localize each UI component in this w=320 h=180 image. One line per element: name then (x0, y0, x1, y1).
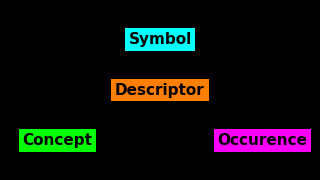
Text: Concept: Concept (23, 133, 92, 148)
Text: Occurence: Occurence (217, 133, 308, 148)
Text: Symbol: Symbol (128, 32, 192, 47)
Text: Descriptor: Descriptor (115, 82, 205, 98)
